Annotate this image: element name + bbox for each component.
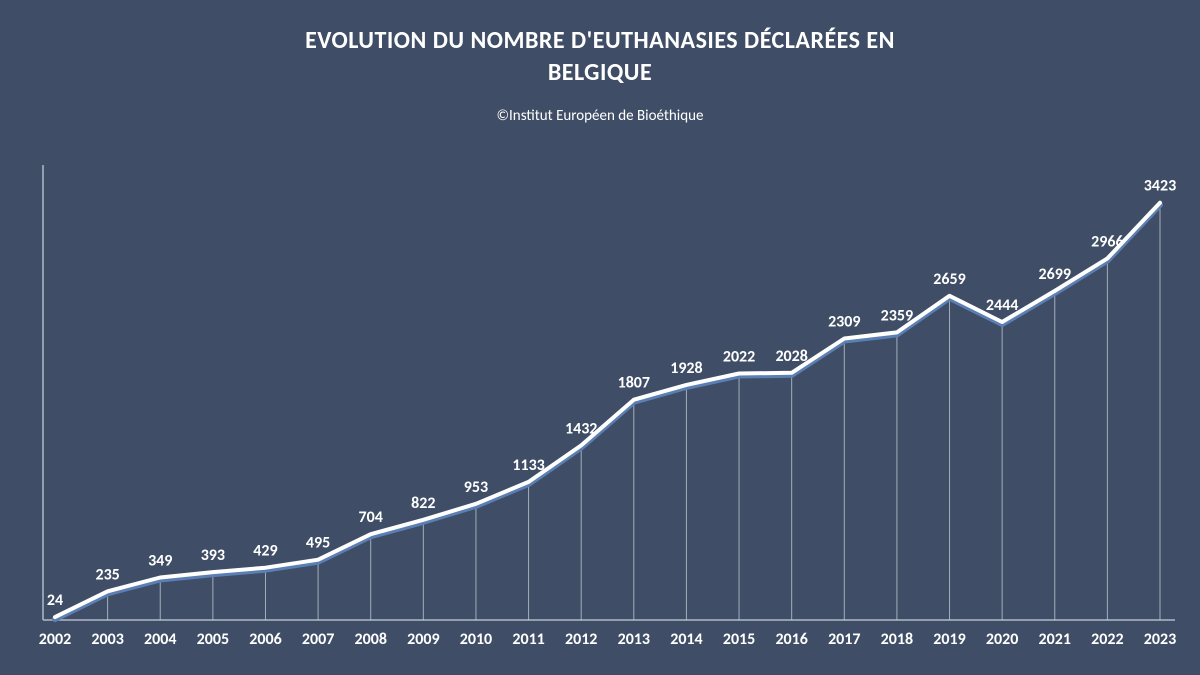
x-axis-label: 2006 (249, 630, 281, 649)
x-axis-label: 2002 (39, 630, 71, 649)
x-axis-label: 2016 (775, 630, 807, 649)
value-label: 393 (201, 546, 225, 565)
value-label: 349 (148, 551, 172, 570)
x-axis-label: 2003 (91, 630, 123, 649)
value-label: 1807 (618, 374, 650, 393)
x-axis-label: 2022 (1091, 630, 1123, 649)
x-axis-label: 2023 (1144, 630, 1176, 649)
x-axis-label: 2015 (723, 630, 755, 649)
x-axis-label: 2013 (618, 630, 650, 649)
x-axis-label: 2021 (1039, 630, 1071, 649)
value-label: 2309 (828, 312, 860, 331)
x-axis-label: 2019 (933, 630, 965, 649)
value-label: 3423 (1144, 177, 1176, 196)
x-axis-label: 2012 (565, 630, 597, 649)
value-label: 2028 (775, 347, 807, 366)
x-axis-label: 2020 (986, 630, 1018, 649)
x-axis-label: 2010 (460, 630, 492, 649)
value-label: 495 (306, 534, 330, 553)
value-label: 822 (411, 494, 435, 513)
chart-container: EVOLUTION DU NOMBRE D'EUTHANASIES DÉCLAR… (0, 0, 1200, 675)
x-axis-label: 2009 (407, 630, 439, 649)
chart-title-line2: BELGIQUE (548, 58, 652, 87)
value-label: 2699 (1039, 265, 1071, 284)
chart-svg: EVOLUTION DU NOMBRE D'EUTHANASIES DÉCLAR… (0, 0, 1200, 675)
x-axis-label: 2017 (828, 630, 860, 649)
x-axis-label: 2004 (144, 630, 176, 649)
value-label: 235 (95, 565, 119, 584)
value-label: 1928 (670, 359, 702, 378)
value-label: 24 (47, 591, 63, 610)
chart-title-line1: EVOLUTION DU NOMBRE D'EUTHANASIES DÉCLAR… (305, 26, 895, 55)
x-axis-label: 2008 (354, 630, 386, 649)
value-label: 953 (464, 478, 488, 497)
value-label: 1133 (512, 456, 544, 475)
x-axis-label: 2018 (881, 630, 913, 649)
value-label: 2966 (1091, 232, 1123, 251)
x-axis-label: 2011 (512, 630, 544, 649)
value-label: 2022 (723, 347, 755, 366)
value-label: 704 (359, 508, 383, 527)
chart-subtitle: ©Institut Européen de Bioéthique (497, 107, 704, 125)
value-label: 2659 (933, 270, 965, 289)
x-axis-label: 2007 (302, 630, 334, 649)
x-axis-label: 2005 (197, 630, 229, 649)
value-label: 429 (253, 542, 277, 561)
value-label: 2444 (986, 296, 1018, 315)
x-axis-label: 2014 (670, 630, 702, 649)
value-label: 2359 (881, 306, 913, 325)
value-label: 1432 (565, 419, 597, 438)
